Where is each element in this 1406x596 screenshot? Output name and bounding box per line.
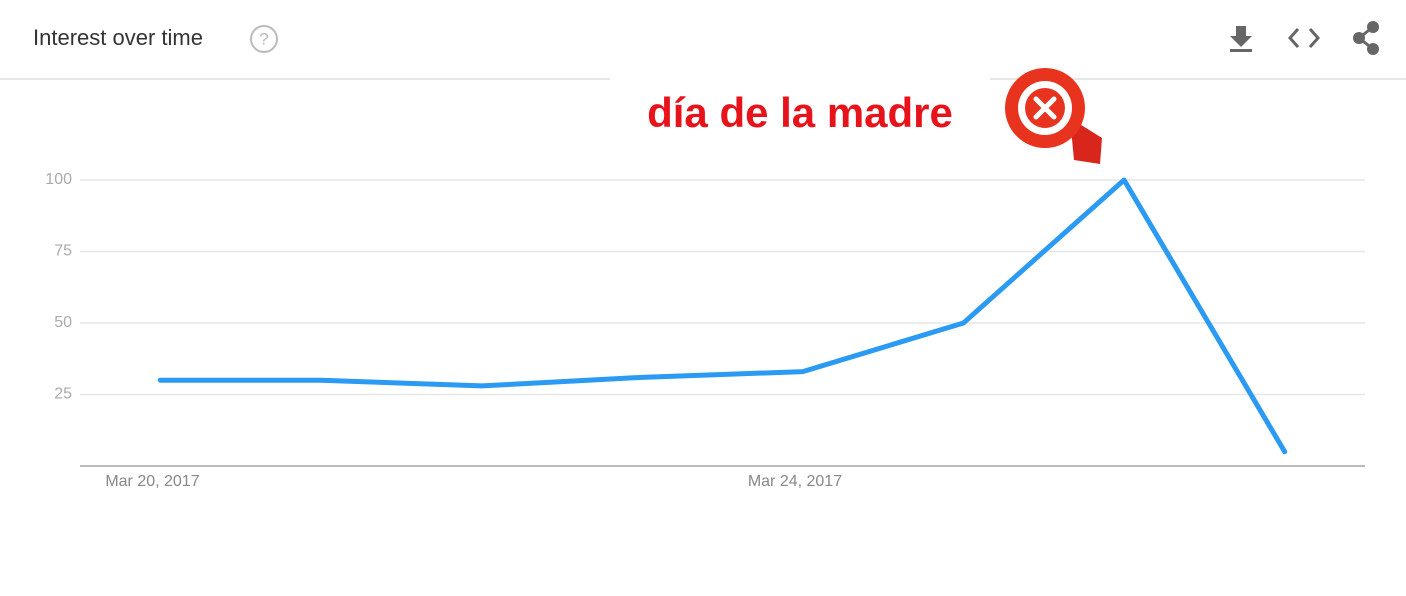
- y-tick-label: 75: [54, 243, 72, 260]
- share-icon[interactable]: [1353, 21, 1379, 55]
- x-tick-label: Mar 20, 2017: [105, 473, 199, 490]
- y-tick-label: 25: [54, 386, 72, 403]
- chart-title: Interest over time: [33, 25, 203, 50]
- line: [157, 177, 1288, 455]
- help-icon[interactable]: ?: [250, 25, 278, 53]
- embed-icon[interactable]: [1287, 28, 1321, 48]
- y-tick-label: 100: [45, 171, 72, 188]
- annotation: día de la madre: [647, 89, 953, 136]
- annotation-icon: [1005, 68, 1102, 164]
- x-tick-label: Mar 24, 2017: [748, 473, 842, 490]
- y-tick-label: 50: [54, 314, 72, 331]
- svg-text:?: ?: [259, 29, 268, 48]
- download-icon[interactable]: [1230, 26, 1252, 52]
